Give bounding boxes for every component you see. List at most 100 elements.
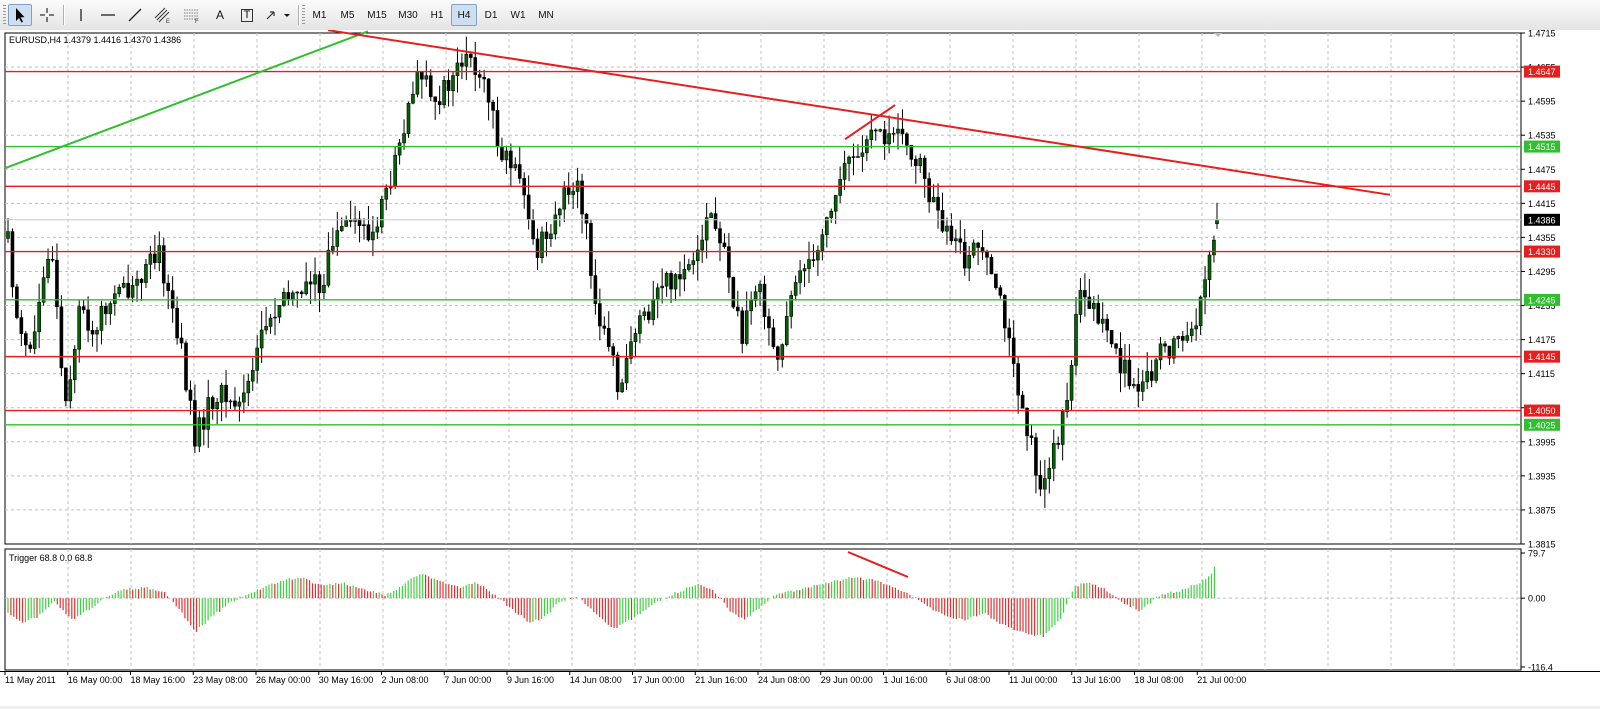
candle-body [81, 306, 86, 311]
candle-body [95, 330, 99, 335]
timeframe-label: M1 [312, 9, 327, 21]
timeframe-m15-button[interactable]: M15 [362, 4, 392, 26]
candle-body [615, 354, 620, 393]
cursor-icon [16, 8, 25, 23]
candle-body [1203, 279, 1207, 298]
timeframe-mn-button[interactable]: MN [532, 4, 560, 26]
toolbar: E F A T M1 M5 M15 M30 H1 H4 D1 W1 MN [0, 0, 1600, 31]
candle-body [326, 249, 331, 286]
candle-body [282, 292, 286, 306]
equidistant-channel-tool-button[interactable]: E [150, 4, 176, 26]
text-tool-button[interactable]: A [208, 4, 232, 26]
candle-body [317, 274, 322, 293]
timeframe-h4-button[interactable]: H4 [451, 4, 477, 26]
level-tag-label: 1.4245 [1528, 295, 1556, 305]
level-tag [1524, 418, 1560, 431]
candle-body [237, 401, 242, 407]
candle-body [838, 179, 842, 196]
candle-body [504, 150, 509, 161]
candle-body [264, 326, 268, 331]
candle-body [784, 316, 789, 345]
text-label-tool-button[interactable]: T [235, 4, 259, 26]
level-tag-label: 1.4025 [1528, 420, 1556, 430]
timeframe-m30-button[interactable]: M30 [393, 4, 423, 26]
candle-body [958, 238, 963, 243]
candle-body [598, 303, 602, 327]
candle-body [1047, 468, 1052, 479]
level-tag [1524, 180, 1560, 193]
candle-body [295, 291, 300, 294]
timeframe-w1-button[interactable]: W1 [505, 4, 531, 26]
price-axis-label: 1.4535 [1528, 131, 1556, 141]
candle-body [108, 303, 113, 315]
candle-body [802, 268, 807, 272]
candle-body [193, 400, 197, 447]
candle-body [19, 317, 24, 334]
candle-body [1207, 254, 1212, 280]
candle-body [1060, 411, 1065, 445]
level-tag [1524, 350, 1560, 363]
candle-body [526, 194, 531, 220]
candle-body [28, 344, 33, 349]
chart-canvas[interactable]: EURUSD,H4 1.4379 1.4416 1.4370 1.4386 Tri… [0, 29, 1600, 706]
candle-body [1118, 347, 1123, 374]
candle-body [1140, 381, 1145, 392]
arrows-tool-button[interactable] [262, 4, 294, 26]
candle-body [304, 281, 308, 295]
candle-body [86, 309, 90, 331]
candle-body [1007, 327, 1012, 339]
crosshair-tool-button[interactable] [35, 4, 59, 26]
candle-body [144, 264, 148, 283]
candle-body [571, 191, 575, 195]
candle-body [135, 278, 139, 286]
price-axis-label: 1.4115 [1528, 369, 1555, 379]
cursor-tool-button[interactable] [8, 4, 32, 26]
candle-body [1100, 318, 1105, 324]
timeframe-m1-button[interactable]: M1 [306, 4, 333, 26]
indicator-axis-label: 79.7 [1528, 549, 1546, 559]
timeframe-label: MN [538, 9, 554, 21]
candle-body [1132, 384, 1136, 387]
candle-body [687, 264, 691, 270]
candle-body [210, 397, 215, 410]
candle-body [593, 275, 598, 304]
candle-body [166, 282, 170, 291]
candle-body [411, 93, 415, 104]
price-axis-label: 1.4235 [1528, 301, 1556, 311]
chart-symbol-header: EURUSD,H4 1.4379 1.4416 1.4370 1.4386 [9, 35, 181, 45]
timeframe-m5-button[interactable]: M5 [334, 4, 361, 26]
candle-body [509, 150, 513, 169]
candle-body [962, 241, 967, 269]
candle-body [428, 75, 433, 98]
indicator-axis-label: 0.00 [1528, 594, 1546, 604]
candle-body-current [1215, 219, 1219, 225]
text-label-icon: T [240, 8, 254, 22]
price-axis-label: 1.3875 [1528, 505, 1556, 515]
level-tag-label: 1.4647 [1528, 67, 1556, 77]
candle-body [1189, 328, 1194, 336]
candle-body [242, 392, 246, 403]
trendline-support [4, 30, 369, 170]
toolbar-grip[interactable] [302, 5, 305, 25]
timeframe-h1-button[interactable]: H1 [424, 4, 450, 26]
candle-body [580, 180, 584, 215]
indicator-pane [4, 548, 1522, 671]
candle-body [1158, 343, 1163, 361]
candle-body [1114, 343, 1118, 349]
candle-body [139, 278, 144, 283]
candle-body [682, 269, 687, 280]
vertical-line-tool-button[interactable] [69, 4, 93, 26]
horizontal-line-tool-button[interactable] [96, 4, 120, 26]
fibonacci-tool-button[interactable]: F [179, 4, 205, 26]
chart-area[interactable]: EURUSD,H4 1.4379 1.4416 1.4370 1.4386 Tri… [0, 29, 1600, 706]
candle-body [900, 128, 905, 135]
candle-body [1194, 325, 1198, 330]
trendline-tool-button[interactable] [123, 4, 147, 26]
toolbar-grip[interactable] [3, 5, 6, 25]
candle-body [206, 397, 211, 430]
candle-body [1056, 443, 1060, 445]
timeframe-d1-button[interactable]: D1 [478, 4, 504, 26]
candle-body [451, 75, 455, 91]
price-axis-label: 1.4295 [1528, 267, 1556, 277]
candle-body [998, 287, 1003, 296]
